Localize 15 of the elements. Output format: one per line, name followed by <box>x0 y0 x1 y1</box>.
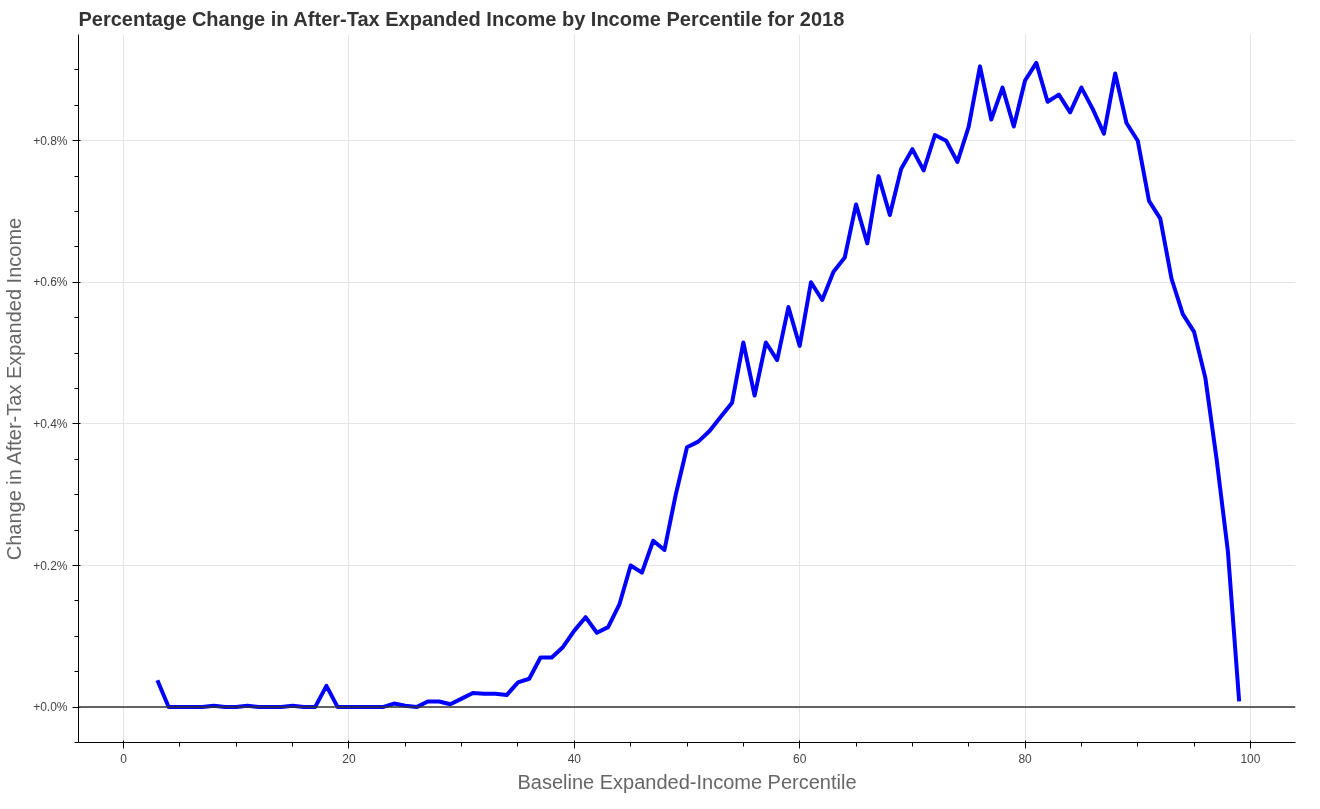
x-tick-label: 80 <box>1018 751 1033 766</box>
y-axis-title: Change in After-Tax Expanded Income <box>3 217 26 561</box>
y-tick-label: +0.0% <box>33 700 68 715</box>
y-tick-label: +0.2% <box>33 558 68 573</box>
x-tick-label: 20 <box>342 751 356 766</box>
chart-title: Percentage Change in After-Tax Expanded Income by Income Percentile for 2018 <box>78 7 845 30</box>
x-tick-label: 40 <box>567 751 582 766</box>
line-series <box>155 60 1242 710</box>
x-tick-label: 100 <box>1240 751 1261 766</box>
y-tick-label: +0.4% <box>33 416 68 431</box>
y-tick-label: +0.6% <box>33 275 68 290</box>
x-tick-label: 0 <box>120 751 128 766</box>
x-axis-title: Baseline Expanded-Income Percentile <box>517 770 857 793</box>
x-tick-label: 60 <box>793 751 807 766</box>
y-tick-label: +0.8% <box>33 133 68 148</box>
